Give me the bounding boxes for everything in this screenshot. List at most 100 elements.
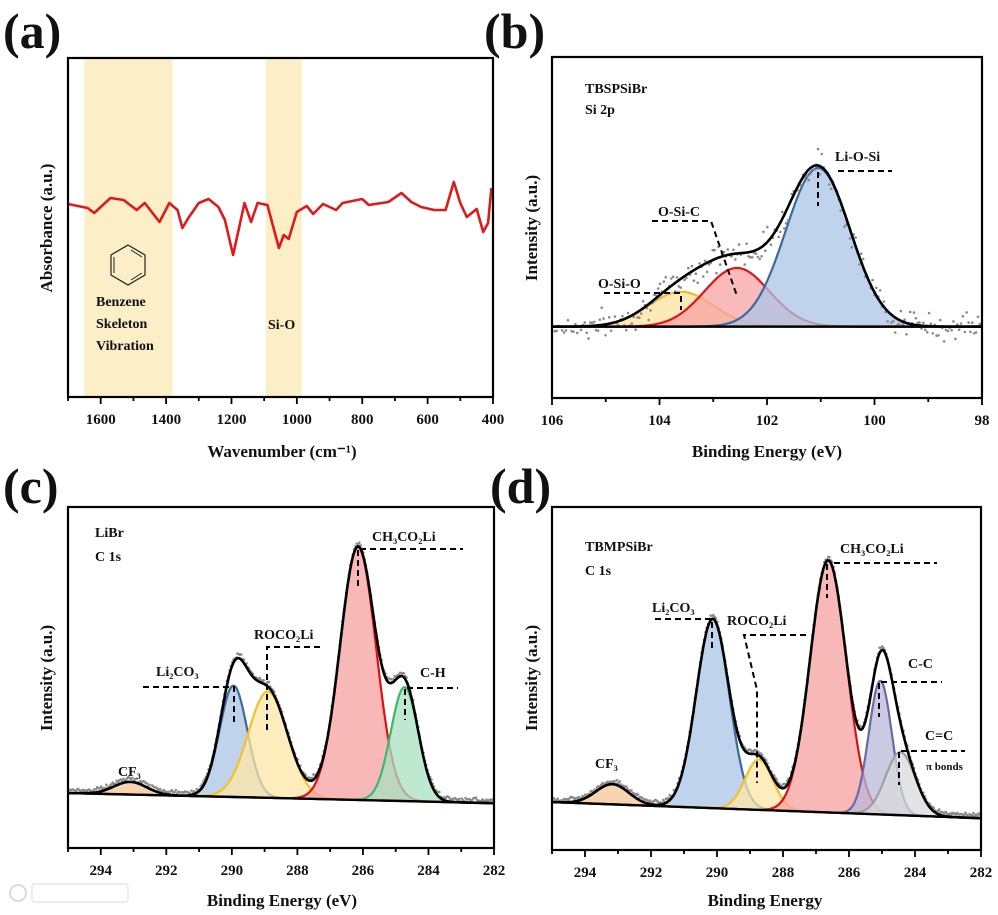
sample-name-b: TBSPSiBr — [585, 82, 647, 97]
data-point — [730, 255, 733, 258]
data-point — [875, 286, 878, 290]
data-point — [562, 331, 566, 334]
peak-c-c-area — [552, 680, 981, 819]
panel-label-c: (c) — [3, 458, 59, 514]
data-point — [579, 328, 583, 332]
envelope-fit-curve — [552, 559, 981, 820]
data-point — [976, 814, 979, 817]
peak-label-li2co3-c: Li₂CO₃ — [156, 665, 199, 680]
peak-c-h-area — [68, 687, 494, 804]
data-point — [625, 785, 628, 788]
peak-label-o-si-c: O-Si-C — [658, 205, 700, 220]
data-point — [634, 328, 637, 332]
envelope-fit-curve — [68, 545, 494, 805]
data-point — [389, 677, 393, 681]
data-point — [572, 330, 575, 334]
x-tick-label: 400 — [482, 412, 505, 428]
data-point — [976, 315, 980, 319]
data-point — [952, 320, 955, 323]
sample-name-c: LiBr — [95, 526, 124, 541]
x-tick-label: 294 — [90, 863, 113, 879]
data-point — [946, 329, 950, 333]
data-point — [828, 183, 831, 186]
data-point — [963, 330, 967, 334]
peak-label-li2co3-d: Li₂CO₃ — [652, 601, 695, 616]
data-point — [932, 806, 936, 810]
data-point — [638, 316, 641, 320]
data-point — [713, 615, 716, 619]
panel-c-plot: 294 292 290 288 286 284 282 — [66, 505, 505, 879]
envelope-fit-curve — [552, 164, 982, 328]
data-point — [556, 797, 559, 800]
background-line — [67, 791, 495, 805]
data-point — [267, 680, 271, 684]
y-axis-label-a: Absorbance (a.u.) — [37, 164, 56, 293]
data-point — [639, 312, 643, 315]
data-point — [737, 243, 741, 246]
data-point — [583, 321, 587, 324]
panel-label-b: (b) — [484, 3, 545, 59]
data-point — [310, 776, 314, 780]
peak-label-cf3-d: CF₃ — [595, 757, 618, 772]
data-point — [799, 184, 803, 187]
data-point — [560, 329, 564, 332]
y-axis-label-b: Intensity (a.u.) — [522, 175, 541, 281]
data-point — [927, 311, 931, 315]
data-point — [671, 275, 675, 279]
peak-sublabel-pi-bonds: π bonds — [926, 761, 964, 773]
data-point — [174, 788, 178, 792]
peak-label-ch3co2li-d: CH₃CO₂Li — [840, 542, 904, 557]
data-point — [690, 264, 694, 268]
data-point — [687, 266, 690, 270]
leader-li-o-si — [817, 170, 892, 206]
data-point — [589, 321, 592, 324]
data-point — [170, 789, 174, 792]
peak-roco-li-area — [68, 691, 494, 804]
data-point — [190, 789, 193, 792]
data-point — [630, 789, 633, 792]
x-tick-label: 284 — [904, 865, 927, 881]
data-point — [816, 147, 820, 151]
data-point — [698, 262, 701, 265]
data-point — [592, 320, 596, 324]
peak-label-c=c: C=C — [925, 729, 953, 744]
data-point — [632, 315, 635, 319]
data-point — [766, 225, 769, 229]
panel-a-plot: 1600 1400 1200 1000 800 600 400 — [66, 56, 505, 428]
x-tick-label: 288 — [286, 863, 309, 879]
data-point — [974, 331, 978, 334]
data-point — [782, 227, 786, 230]
leader-li2co3-c — [143, 686, 235, 722]
panel-b-plot: 106 104 102 100 98 — [541, 55, 990, 429]
data-point — [602, 317, 605, 320]
data-point — [903, 318, 906, 322]
data-point — [886, 320, 889, 323]
band-label-si-o: Si-O — [268, 318, 295, 333]
x-tick-label: 290 — [706, 865, 729, 881]
data-point — [139, 779, 142, 783]
data-point — [685, 276, 688, 280]
y-axis-label-c: Intensity (a.u.) — [37, 625, 56, 731]
x-tick-label: 294 — [574, 865, 597, 881]
leader-o-si-c — [652, 220, 738, 297]
data-point — [722, 250, 726, 254]
peak-cf--area — [68, 781, 494, 804]
x-tick-label: 292 — [155, 863, 178, 879]
data-point — [769, 243, 773, 246]
data-point — [624, 328, 628, 332]
data-point — [677, 285, 681, 288]
data-point — [754, 252, 758, 255]
data-point — [750, 255, 754, 259]
leader-c-h — [404, 687, 458, 720]
data-point — [604, 334, 607, 337]
x-tick-label: 100 — [863, 413, 886, 429]
core-level-d: C 1s — [585, 564, 612, 579]
data-point — [871, 278, 874, 282]
data-point — [613, 315, 617, 318]
leader-ch3co2li-c — [357, 548, 463, 590]
data-point — [94, 788, 98, 791]
data-point — [929, 322, 933, 326]
data-point — [961, 315, 965, 318]
data-point — [743, 263, 746, 266]
data-point — [88, 788, 91, 791]
